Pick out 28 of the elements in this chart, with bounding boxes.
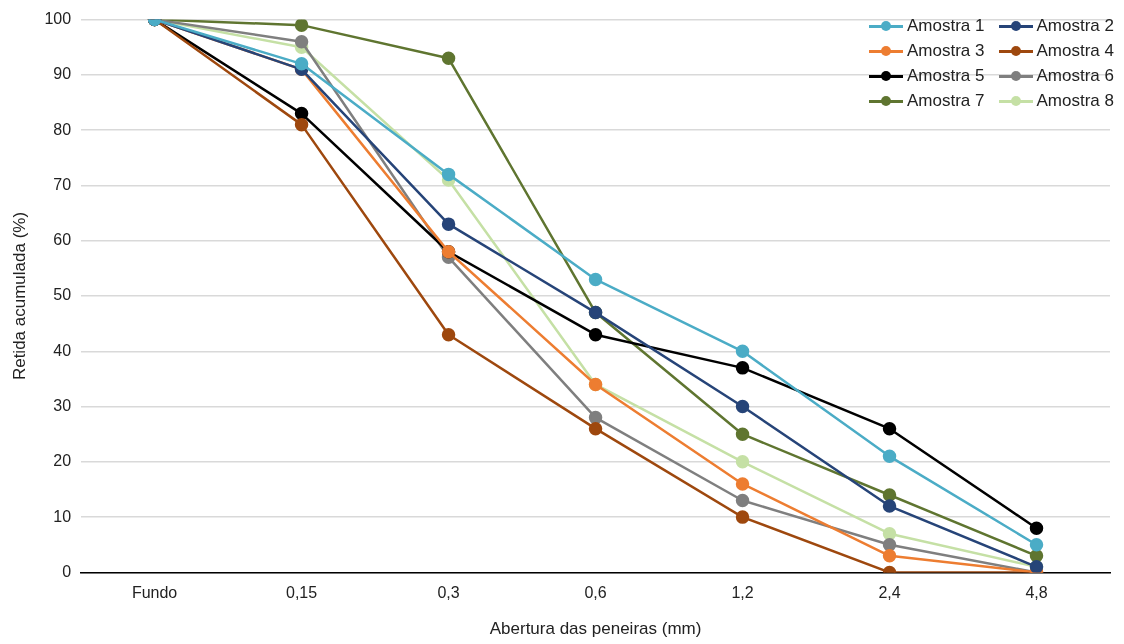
x-tick-label: 1,2	[731, 584, 754, 602]
legend-label: Amostra 5	[907, 66, 985, 86]
legend-label: Amostra 4	[1036, 41, 1114, 61]
x-tick-label: 4,8	[1025, 584, 1048, 602]
y-axis-title: Retida acumulada (%)	[9, 211, 29, 381]
y-tick-label: 20	[53, 452, 72, 470]
y-tick-label: 60	[53, 231, 72, 249]
legend-label: Amostra 6	[1036, 66, 1114, 86]
y-tick-label: 30	[53, 396, 72, 414]
y-tick-label: 70	[53, 175, 72, 193]
y-tick-label: 90	[53, 65, 72, 83]
legend-label: Amostra 8	[1036, 91, 1114, 111]
legend-label: Amostra 3	[907, 41, 985, 61]
y-tick-label: 50	[53, 286, 72, 304]
legend-label: Amostra 7	[907, 91, 985, 111]
y-tick-label: 100	[44, 10, 72, 28]
y-tick-label: 10	[53, 507, 72, 525]
x-tick-label: 0,15	[286, 584, 318, 602]
y-tick-label: 80	[53, 120, 72, 138]
x-tick-label: 0,6	[584, 584, 607, 602]
x-tick-label: 0,3	[437, 584, 460, 602]
x-tick-label: Fundo	[131, 584, 178, 602]
legend-label: Amostra 2	[1036, 16, 1114, 36]
y-tick-label: 40	[53, 341, 72, 359]
x-axis-title: Abertura das peneiras (mm)	[489, 619, 702, 639]
legend-label: Amostra 1	[907, 16, 985, 36]
y-tick-label: 0	[62, 562, 72, 580]
x-tick-label: 2,4	[878, 584, 901, 602]
